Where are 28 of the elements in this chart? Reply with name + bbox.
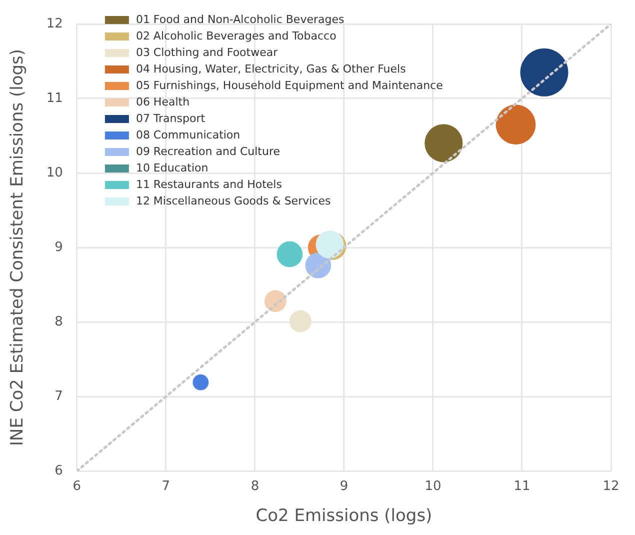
legend-label: 08 Communication xyxy=(136,128,240,142)
x-tick-label: 7 xyxy=(162,479,170,494)
y-tick-label: 10 xyxy=(46,165,63,180)
legend-label: 05 Furnishings, Household Equipment and Maintenance xyxy=(136,78,444,92)
x-tick-label: 10 xyxy=(424,479,442,494)
legend-label: 06 Health xyxy=(136,95,190,108)
legend-label: 11 Restaurants and Hotels xyxy=(136,178,282,191)
x-tick-label: 8 xyxy=(250,479,260,494)
legend-label: 12 Miscellaneous Goods & Services xyxy=(136,194,331,208)
legend-label: 01 Food and Non-Alcoholic Beverages xyxy=(136,12,344,26)
x-tick-label: 9 xyxy=(340,479,348,494)
y-tick-label: 11 xyxy=(46,90,63,106)
y-tick-label: 12 xyxy=(46,16,63,32)
x-tick-label: 6 xyxy=(72,479,82,494)
legend-label: 02 Alcoholic Beverages and Tobacco xyxy=(136,29,337,42)
legend-label: 03 Clothing and Footwear xyxy=(136,46,278,59)
y-tick-label: 9 xyxy=(54,240,63,255)
legend-label: 04 Housing, Water, Electricity, Gas & Other Fuels xyxy=(136,62,406,76)
y-tick-label: 7 xyxy=(54,388,63,404)
x-tick-label: 12 xyxy=(602,479,620,494)
y-tick-label: 8 xyxy=(54,314,63,330)
legend-label: 07 Transport xyxy=(136,112,206,125)
legend-label: 10 Education xyxy=(136,161,208,174)
x-tick-label: 11 xyxy=(514,479,530,494)
legend-label: 09 Recreation and Culture xyxy=(136,144,280,158)
x-axis-title: Co2 Emissions (logs) xyxy=(256,506,432,526)
y-tick-label: 6 xyxy=(54,463,63,478)
y-axis-title: INE Co2 Estimated Consistent Emissions (logs) xyxy=(8,48,28,446)
